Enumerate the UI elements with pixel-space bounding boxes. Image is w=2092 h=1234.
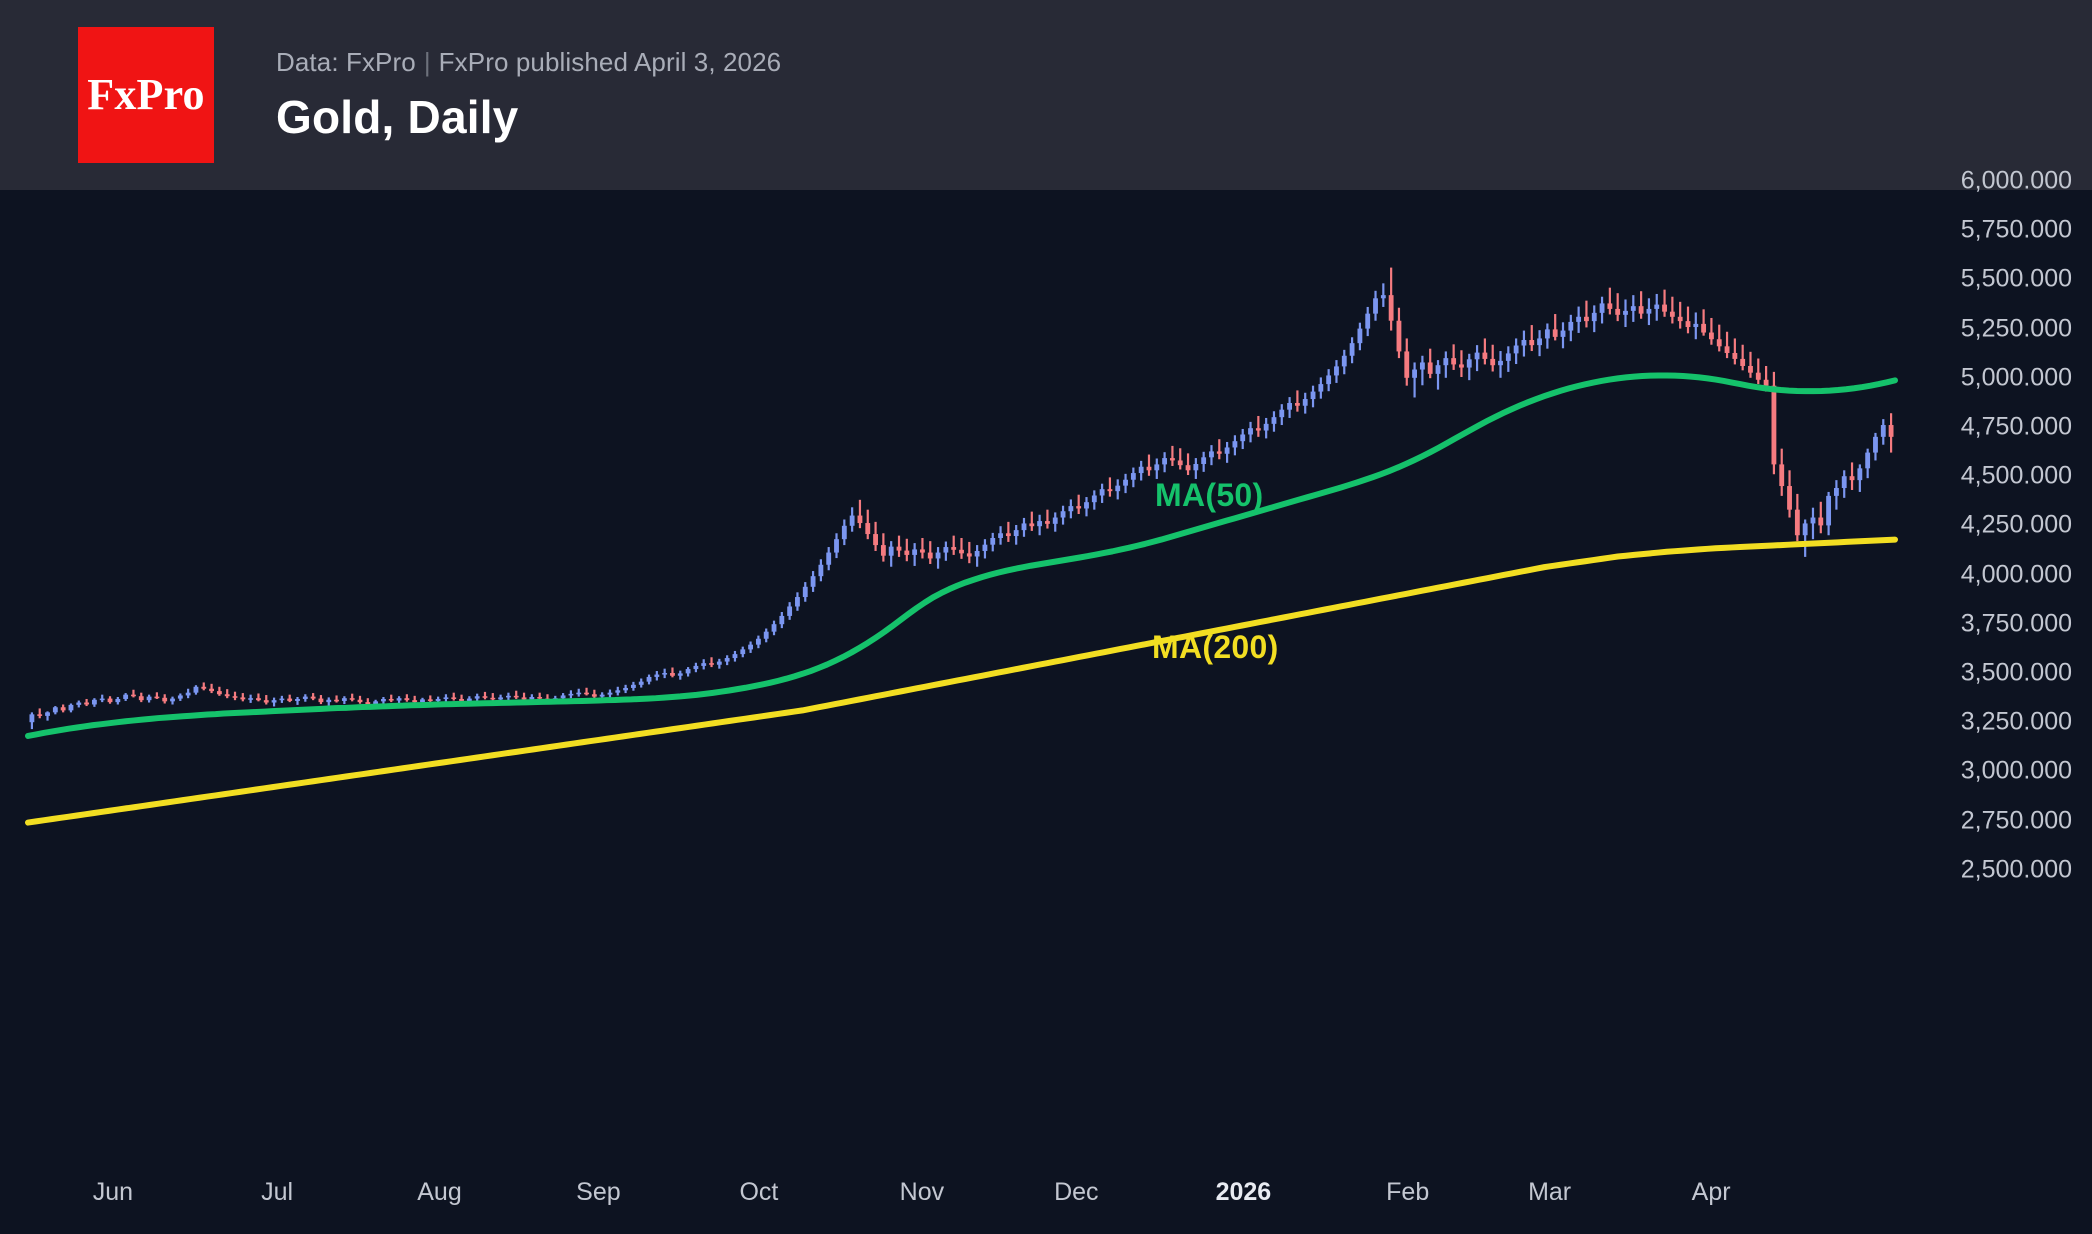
x-axis-tick: 2026 <box>1215 1178 1272 1206</box>
x-axis-tick: Nov <box>899 1178 945 1206</box>
y-axis-tick: 2,500.000 <box>1960 855 2072 884</box>
series-label-ma200: MA(200) <box>1152 629 1279 665</box>
x-axis-tick: Oct <box>739 1178 779 1206</box>
x-axis-tick: Mar <box>1528 1178 1572 1206</box>
candlestick-series <box>29 267 1894 730</box>
x-axis-tick: Sep <box>576 1178 621 1206</box>
x-axis-tick: Apr <box>1691 1178 1731 1206</box>
page-title: Gold, Daily <box>276 90 519 143</box>
y-axis-tick: 6,000.000 <box>1960 166 2072 195</box>
y-axis-tick: 4,500.000 <box>1960 461 2072 490</box>
fxpro-logo: FxPro <box>78 27 214 163</box>
y-axis-tick: 3,250.000 <box>1960 707 2072 736</box>
header-text-block: Data: FxPro | FxPro published April 3, 202… <box>276 47 781 144</box>
series-label-ma50: MA(50) <box>1155 477 1264 513</box>
y-axis-tick: 5,250.000 <box>1960 314 2072 343</box>
data-source-prefix: Data: FxPro <box>276 46 416 77</box>
chart-header: FxPro Data: FxPro | FxPro published April … <box>0 0 2092 190</box>
ma50-line <box>25 372 1898 739</box>
y-axis-tick: 4,750.000 <box>1960 412 2072 441</box>
y-axis-tick: 5,500.000 <box>1960 264 2072 293</box>
y-axis-tick: 2,750.000 <box>1960 806 2072 835</box>
x-axis-tick: Dec <box>1054 1178 1099 1206</box>
data-source-separator: | <box>423 46 431 77</box>
x-axis-tick: Aug <box>417 1178 462 1206</box>
candlestick-svg <box>25 267 1898 826</box>
x-axis-tick: Feb <box>1386 1178 1430 1206</box>
ma200-line <box>25 536 1898 826</box>
fxpro-logo-text: FxPro <box>87 70 205 119</box>
y-axis-tick: 5,750.000 <box>1960 215 2072 244</box>
y-axis-tick: 3,750.000 <box>1960 609 2072 638</box>
y-axis-tick: 3,000.000 <box>1960 756 2072 785</box>
y-axis-tick: 5,000.000 <box>1960 363 2072 392</box>
y-axis-tick: 3,500.000 <box>1960 658 2072 687</box>
x-axis-tick: Jul <box>261 1178 294 1206</box>
data-source-line: Data: FxPro | FxPro published April 3, 202… <box>276 47 781 78</box>
data-source-suffix: FxPro published April 3, 2026 <box>438 46 782 77</box>
x-axis-tick: Jun <box>92 1178 134 1206</box>
y-axis-tick: 4,250.000 <box>1960 510 2072 539</box>
y-axis-tick: 4,000.000 <box>1960 560 2072 589</box>
chart-plot-area <box>0 190 2092 1234</box>
